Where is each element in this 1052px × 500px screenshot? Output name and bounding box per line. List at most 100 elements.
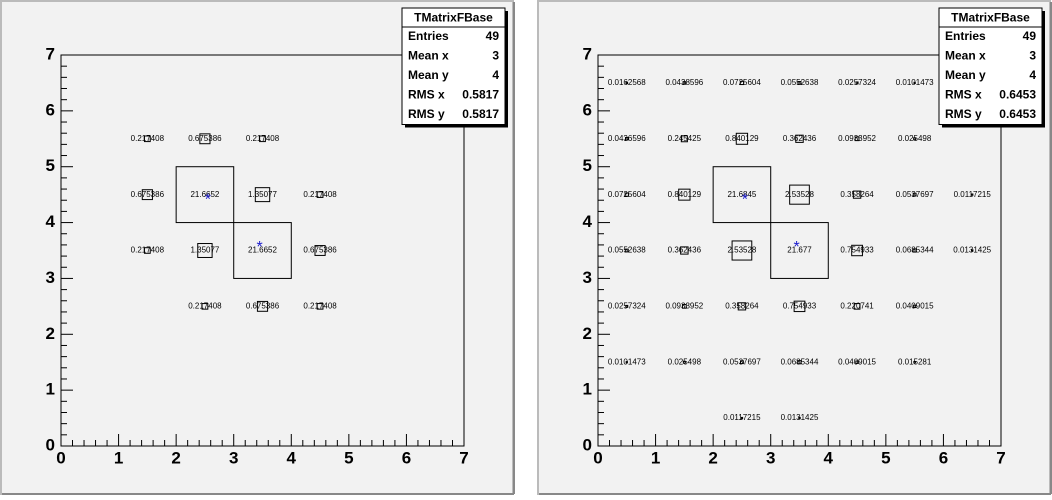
cell-box <box>913 360 916 364</box>
cell-box <box>682 81 687 85</box>
cell-box <box>197 243 213 258</box>
stats-value: 0.6453 <box>999 107 1036 121</box>
stats-label: RMS y <box>945 107 982 121</box>
x-tick-label: 2 <box>708 448 717 467</box>
cell-box <box>625 304 629 308</box>
y-tick-label: 7 <box>583 44 592 63</box>
x-tick-label: 0 <box>593 448 602 467</box>
cell-label: 0.217408 <box>131 246 165 255</box>
cell-box <box>201 303 209 310</box>
cell-label: 0.0537697 <box>896 190 934 199</box>
stats-label: Mean x <box>408 48 449 62</box>
stats-value: 49 <box>1023 29 1037 43</box>
y-tick-label: 2 <box>583 324 592 343</box>
cell-box <box>913 81 916 85</box>
marker: * <box>257 239 263 256</box>
y-tick-label: 1 <box>46 380 55 399</box>
cell-label: 0.025498 <box>898 134 932 143</box>
cell-label: 0.025498 <box>668 357 702 366</box>
cell-label: 0.0162568 <box>608 78 646 87</box>
stats-value: 0.5817 <box>462 87 499 101</box>
cell-label: 0.245425 <box>668 134 702 143</box>
cell-label: 0.0117215 <box>723 413 761 422</box>
cell-label: 1.35077 <box>248 190 277 199</box>
cell-label: 0.015281 <box>898 357 932 366</box>
y-tick-label: 4 <box>46 212 56 231</box>
cell-label: 0.217408 <box>303 301 337 310</box>
stats-label: Mean y <box>945 68 986 82</box>
cell-box <box>852 190 862 199</box>
stats-value: 0.5817 <box>462 107 499 121</box>
marker: * <box>794 239 800 256</box>
cell-label: 0.362436 <box>668 246 702 255</box>
cell-label: 0.0101473 <box>608 357 646 366</box>
cell-box <box>797 81 802 85</box>
cell-box <box>624 137 629 141</box>
frame <box>597 54 1002 447</box>
cell-label: 0.0131425 <box>953 246 991 255</box>
cell-label: 0.0257324 <box>608 301 646 310</box>
cell-label: 0.0725604 <box>608 190 646 199</box>
cell-box <box>625 81 629 85</box>
cell-label: 0.217408 <box>131 134 165 143</box>
cell-label: 0.0552638 <box>781 78 819 87</box>
cell-label: 21.6652 <box>190 190 219 199</box>
cell-label: 0.362436 <box>783 134 817 143</box>
y-tick-label: 1 <box>583 380 592 399</box>
cell-label: 21.6652 <box>248 246 277 255</box>
cell-box <box>854 136 860 142</box>
stats-label: Mean y <box>408 68 449 82</box>
cell-label: 0.0685344 <box>781 357 819 366</box>
cell-label: 0.0257324 <box>838 78 876 87</box>
cell-box <box>680 246 689 255</box>
cell-box <box>233 222 292 279</box>
cell-label: 0.0436596 <box>608 134 646 143</box>
x-tick-label: 3 <box>766 448 775 467</box>
stats-value: 0.6453 <box>999 87 1036 101</box>
cell-box <box>912 304 917 309</box>
cell-label: 0.0409015 <box>838 357 876 366</box>
cell-box <box>913 137 917 141</box>
x-tick-label: 5 <box>881 448 890 467</box>
cell-box <box>254 187 271 203</box>
cell-label: 0.0101473 <box>896 78 934 87</box>
cell-box <box>971 193 974 196</box>
cell-box <box>199 133 211 145</box>
stats-value: 3 <box>492 48 499 62</box>
cell-label: 0.754933 <box>783 301 817 310</box>
x-tick-label: 6 <box>939 448 948 467</box>
y-tick-label: 6 <box>583 100 592 119</box>
cell-label: 0.675386 <box>188 134 222 143</box>
cell-label: 0.0537697 <box>723 357 761 366</box>
y-tick-label: 4 <box>583 212 593 231</box>
x-tick-label: 4 <box>824 448 834 467</box>
x-tick-label: 7 <box>459 448 468 467</box>
cell-label: 0.0725604 <box>723 78 761 87</box>
y-tick-label: 3 <box>46 268 55 287</box>
cell-box <box>712 166 772 224</box>
cell-box <box>912 248 917 253</box>
cell-box <box>855 81 859 85</box>
y-tick-label: 5 <box>46 156 55 175</box>
cell-box <box>795 134 804 143</box>
cell-label: 21.6845 <box>727 190 756 199</box>
cell-label: 0.0685344 <box>896 246 934 255</box>
stats-title: TMatrixFBase <box>951 11 1030 25</box>
y-tick-label: 7 <box>46 44 55 63</box>
stats-label: Entries <box>945 29 986 43</box>
cell-box <box>680 135 688 143</box>
cell-label: 2.53528 <box>785 190 814 199</box>
cell-label: 0.0933952 <box>665 301 703 310</box>
cell-box <box>259 135 266 143</box>
x-tick-label: 7 <box>996 448 1005 467</box>
cell-label: 0.217408 <box>246 134 280 143</box>
cell-label: 0.840129 <box>725 134 759 143</box>
y-tick-label: 2 <box>46 324 55 343</box>
cell-box <box>770 222 829 279</box>
cell-box <box>737 302 747 311</box>
y-tick-label: 0 <box>46 435 55 454</box>
marker: * <box>742 192 748 209</box>
frame <box>60 54 465 447</box>
cell-box <box>739 80 745 86</box>
